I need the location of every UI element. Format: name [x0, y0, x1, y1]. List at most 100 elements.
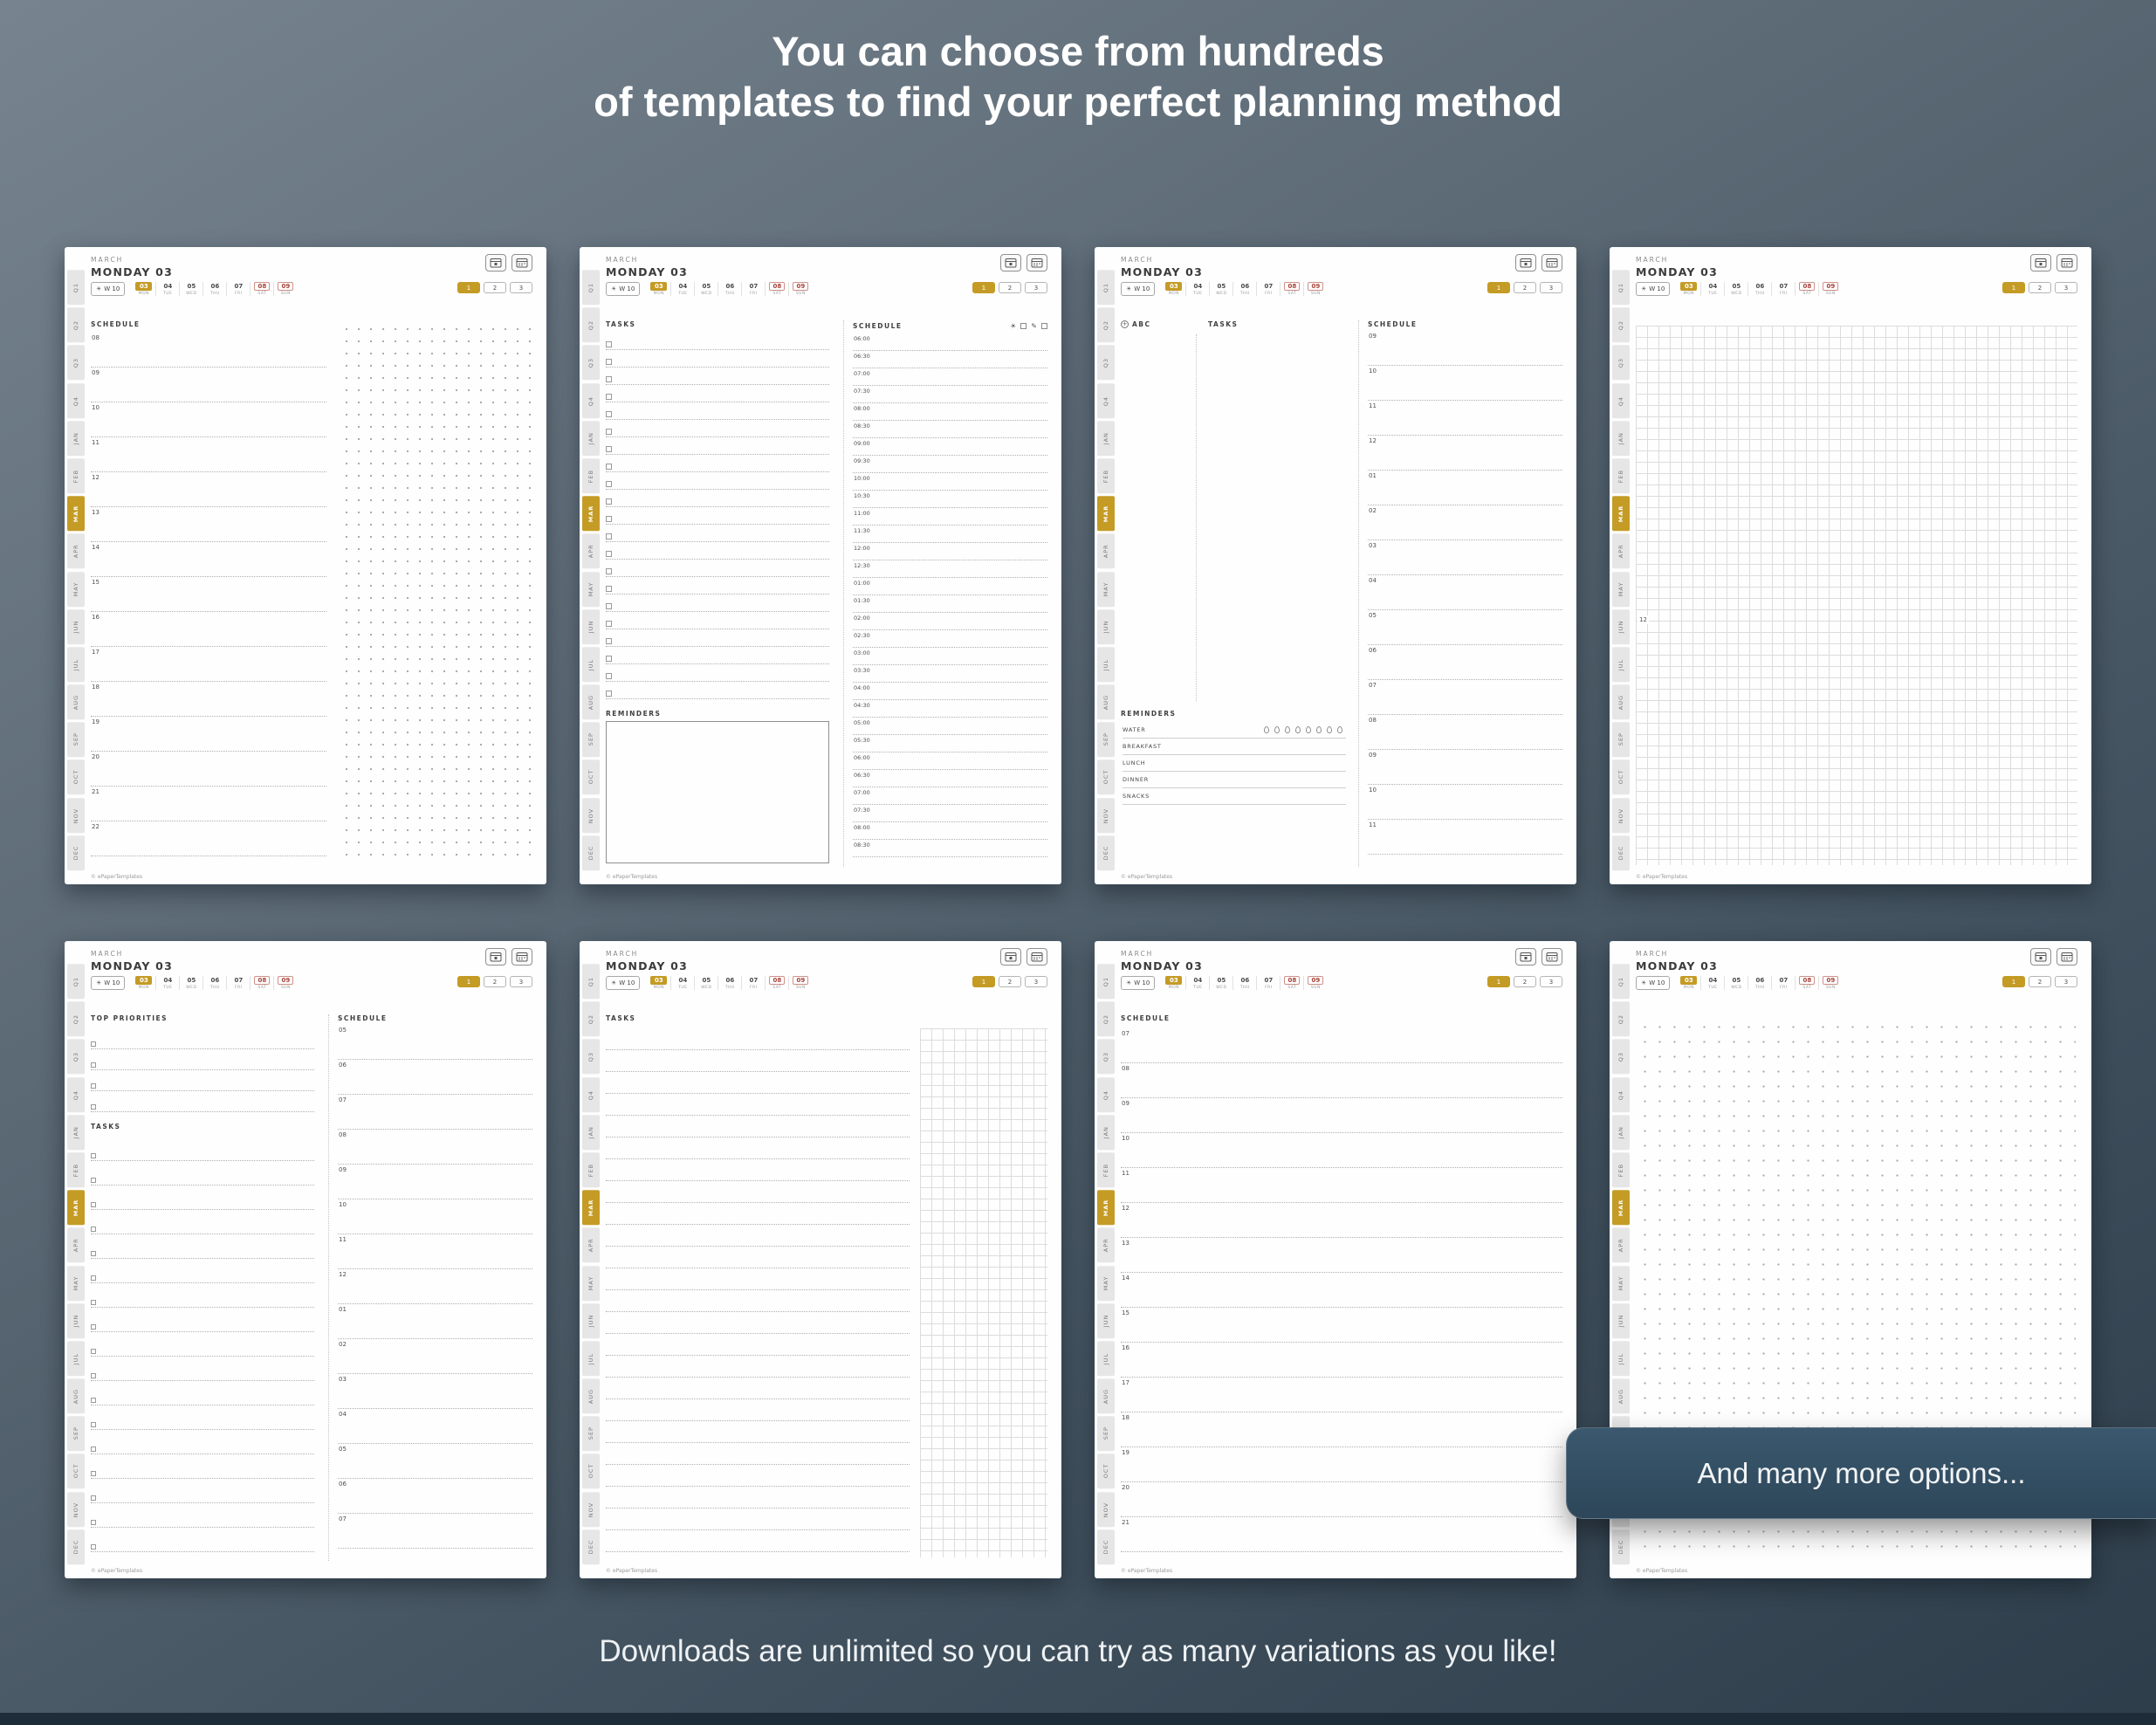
sidebar-tab-may[interactable]: MAY	[67, 1265, 85, 1301]
sidebar-tab-jul[interactable]: JUL	[582, 646, 600, 683]
day-cell-mon[interactable]: 03 MON	[1162, 282, 1185, 296]
task-checkbox[interactable]	[91, 1153, 96, 1158]
task-checkbox[interactable]	[606, 359, 612, 365]
sun-icon[interactable]: ☀	[1010, 321, 1017, 330]
task-checkbox[interactable]	[606, 638, 612, 644]
sidebar-tab-aug[interactable]: AUG	[1612, 1378, 1630, 1414]
day-cell-wed[interactable]: 05 WED	[1724, 282, 1747, 296]
week-number-button[interactable]: ☀ W 10	[606, 282, 641, 296]
day-cell-fri[interactable]: 07 FRI	[1256, 282, 1280, 296]
page-tab-1[interactable]: 1	[2002, 976, 2025, 987]
day-cell-tue[interactable]: 04 TUE	[155, 282, 179, 296]
day-cell-thu[interactable]: 06 THU	[1747, 282, 1771, 296]
task-checkbox[interactable]	[91, 1227, 96, 1232]
sidebar-tab-nov[interactable]: NOV	[1612, 797, 1630, 833]
day-cell-sun[interactable]: 09 SUN	[1818, 282, 1842, 296]
sidebar-tab-q4[interactable]: Q4	[67, 382, 85, 418]
task-checkbox[interactable]	[606, 551, 612, 557]
sidebar-tab-jan[interactable]: JAN	[1097, 1114, 1115, 1150]
sidebar-tab-aug[interactable]: AUG	[1097, 684, 1115, 720]
sidebar-tab-nov[interactable]: NOV	[582, 1491, 600, 1527]
water-drop-icon[interactable]	[1274, 726, 1280, 733]
page-tab-3[interactable]: 3	[1540, 976, 1562, 987]
day-cell-sun[interactable]: 09 SUN	[273, 976, 297, 990]
sidebar-tab-apr[interactable]: APR	[67, 1227, 85, 1263]
task-checkbox[interactable]	[606, 516, 612, 522]
sidebar-tab-q1[interactable]: Q1	[67, 270, 85, 306]
day-cell-mon[interactable]: 03 MON	[132, 282, 155, 296]
day-cell-thu[interactable]: 06 THU	[1232, 282, 1256, 296]
sidebar-tab-oct[interactable]: OCT	[1612, 759, 1630, 795]
day-cell-wed[interactable]: 05 WED	[1209, 976, 1232, 990]
sidebar-tab-feb[interactable]: FEB	[1097, 1151, 1115, 1188]
sidebar-tab-dec[interactable]: DEC	[582, 835, 600, 870]
sidebar-tab-nov[interactable]: NOV	[1097, 797, 1115, 833]
sidebar-tab-q1[interactable]: Q1	[1097, 270, 1115, 306]
day-cell-tue[interactable]: 04 TUE	[670, 282, 694, 296]
task-checkbox[interactable]	[606, 621, 612, 627]
day-cell-tue[interactable]: 04 TUE	[1700, 976, 1724, 990]
calendar-day-icon[interactable]	[485, 948, 506, 966]
day-cell-thu[interactable]: 06 THU	[1747, 976, 1771, 990]
sidebar-tab-jun[interactable]: JUN	[1097, 608, 1115, 644]
sidebar-tab-feb[interactable]: FEB	[67, 1151, 85, 1188]
sidebar-tab-feb[interactable]: FEB	[67, 457, 85, 494]
sidebar-tab-may[interactable]: MAY	[1612, 1265, 1630, 1301]
day-cell-sat[interactable]: 08 SAT	[765, 282, 788, 296]
sidebar-tab-may[interactable]: MAY	[67, 571, 85, 607]
sidebar-tab-jan[interactable]: JAN	[67, 1114, 85, 1150]
week-number-button[interactable]: ☀ W 10	[91, 976, 126, 990]
sidebar-tab-q3[interactable]: Q3	[582, 1039, 600, 1075]
sidebar-tab-q1[interactable]: Q1	[67, 964, 85, 1000]
task-checkbox[interactable]	[606, 411, 612, 417]
day-cell-sun[interactable]: 09 SUN	[788, 282, 812, 296]
sidebar-tab-q4[interactable]: Q4	[1097, 382, 1115, 418]
sidebar-tab-dec[interactable]: DEC	[1097, 835, 1115, 870]
sidebar-tab-nov[interactable]: NOV	[582, 797, 600, 833]
sidebar-tab-nov[interactable]: NOV	[1097, 1491, 1115, 1527]
day-cell-mon[interactable]: 03 MON	[647, 282, 670, 296]
sidebar-tab-mar[interactable]: MAR	[1097, 1190, 1115, 1226]
calendar-day-icon[interactable]	[1000, 948, 1021, 966]
sidebar-tab-jun[interactable]: JUN	[582, 608, 600, 644]
task-checkbox[interactable]	[606, 341, 612, 347]
day-cell-sat[interactable]: 08 SAT	[1280, 976, 1303, 990]
page-tab-2[interactable]: 2	[999, 282, 1021, 293]
page-tab-3[interactable]: 3	[1540, 282, 1562, 293]
day-cell-fri[interactable]: 07 FRI	[1256, 976, 1280, 990]
sidebar-tab-may[interactable]: MAY	[1612, 571, 1630, 607]
day-cell-tue[interactable]: 04 TUE	[670, 976, 694, 990]
sidebar-tab-q1[interactable]: Q1	[582, 270, 600, 306]
sidebar-tab-q3[interactable]: Q3	[582, 345, 600, 381]
week-number-button[interactable]: ☀ W 10	[606, 976, 641, 990]
calendar-day-icon[interactable]	[485, 254, 506, 271]
sidebar-tab-aug[interactable]: AUG	[1097, 1378, 1115, 1414]
task-checkbox[interactable]	[606, 394, 612, 400]
task-checkbox[interactable]	[606, 673, 612, 679]
water-drop-icon[interactable]	[1306, 726, 1311, 733]
page-tab-3[interactable]: 3	[510, 976, 532, 987]
sidebar-tab-jan[interactable]: JAN	[1612, 420, 1630, 456]
day-cell-mon[interactable]: 03 MON	[1677, 976, 1700, 990]
day-cell-tue[interactable]: 04 TUE	[1185, 976, 1209, 990]
task-checkbox[interactable]	[606, 446, 612, 452]
sidebar-tab-q3[interactable]: Q3	[1097, 1039, 1115, 1075]
sidebar-tab-dec[interactable]: DEC	[1097, 1529, 1115, 1564]
task-checkbox[interactable]	[91, 1471, 96, 1476]
sidebar-tab-oct[interactable]: OCT	[582, 759, 600, 795]
sidebar-tab-dec[interactable]: DEC	[1612, 1529, 1630, 1564]
sidebar-tab-q2[interactable]: Q2	[1612, 1001, 1630, 1037]
task-checkbox[interactable]	[91, 1275, 96, 1281]
day-cell-fri[interactable]: 07 FRI	[226, 282, 250, 296]
page-tab-2[interactable]: 2	[484, 976, 506, 987]
day-cell-sat[interactable]: 08 SAT	[1795, 282, 1818, 296]
page-tab-1[interactable]: 1	[457, 976, 480, 987]
sidebar-tab-q1[interactable]: Q1	[1612, 270, 1630, 306]
sidebar-tab-aug[interactable]: AUG	[582, 684, 600, 720]
sidebar-tab-q2[interactable]: Q2	[67, 307, 85, 343]
task-checkbox[interactable]	[606, 568, 612, 574]
day-cell-fri[interactable]: 07 FRI	[1771, 976, 1795, 990]
sidebar-tab-feb[interactable]: FEB	[1097, 457, 1115, 494]
task-checkbox[interactable]	[91, 1324, 96, 1330]
day-cell-tue[interactable]: 04 TUE	[1700, 282, 1724, 296]
